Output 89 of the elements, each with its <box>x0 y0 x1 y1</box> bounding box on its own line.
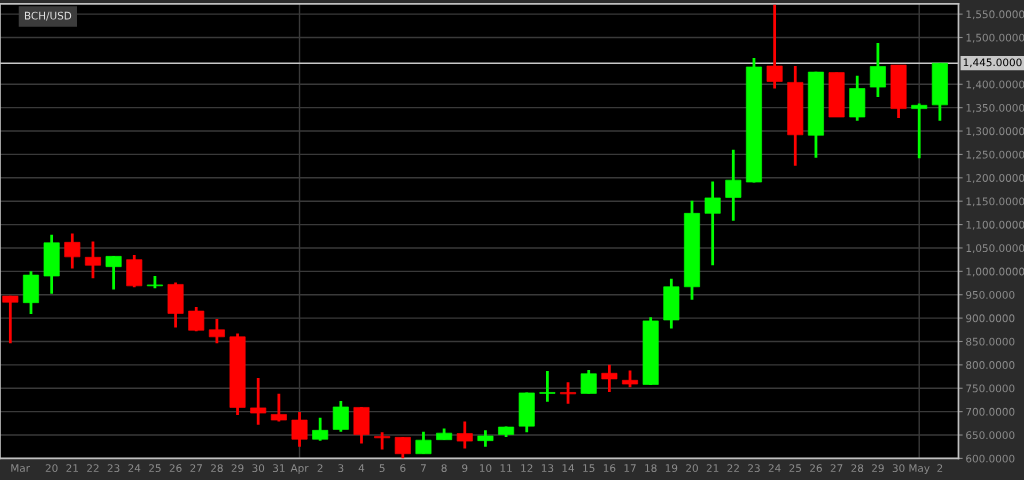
y-tick-label: 1,250.0000 <box>966 150 1024 160</box>
candlestick <box>291 410 308 449</box>
candlestick <box>84 240 101 280</box>
candlestick <box>580 368 597 395</box>
y-tick-label: 1,400.0000 <box>966 80 1024 90</box>
y-tick-label: 700.0000 <box>966 407 1015 416</box>
y-tick-label: 1,000.0000 <box>966 267 1024 277</box>
x-tick-label: 2 <box>317 464 323 472</box>
x-tick-label: 21 <box>66 464 78 472</box>
x-tick-label: 17 <box>624 464 636 472</box>
candlestick <box>869 41 886 99</box>
x-tick-label: May <box>909 464 930 475</box>
x-tick-label: 23 <box>748 464 760 473</box>
candlestick <box>64 232 81 270</box>
y-tick-label: 1,200.0000 <box>966 174 1024 183</box>
y-tick-label: 1,150.0000 <box>966 197 1024 207</box>
x-tick-label: 28 <box>211 464 223 473</box>
x-tick-label: 31 <box>273 464 285 473</box>
candlestick <box>725 148 742 223</box>
text: BCH/USD <box>24 11 72 21</box>
x-tick-label: 27 <box>830 464 843 472</box>
y-tick-label: 1,350.0000 <box>966 103 1024 113</box>
candlestick <box>188 305 205 333</box>
x-tick-label: 20 <box>686 464 698 473</box>
y-tick-label: 600.0000 <box>966 454 1015 463</box>
x-tick-label: 24 <box>128 464 141 472</box>
candlestick <box>456 420 473 450</box>
x-tick-label: 10 <box>479 464 492 473</box>
x-tick-label: 29 <box>231 464 244 473</box>
candlestick <box>539 369 556 404</box>
candlestick <box>332 399 349 434</box>
x-tick-label: 3 <box>338 464 344 473</box>
x-tick-label: 25 <box>789 464 801 473</box>
candlestick <box>911 102 928 160</box>
candlestick <box>601 363 618 394</box>
x-tick-label: 7 <box>421 464 426 472</box>
x-tick-label: 16 <box>603 464 616 473</box>
candlestick <box>2 294 19 345</box>
x-tick-label: 5 <box>379 464 385 473</box>
x-tick-label: 4 <box>358 464 365 472</box>
y-tick-label: 1,050.0000 <box>966 244 1024 254</box>
y-tick-label: 1,550.0000 <box>966 10 1024 20</box>
x-tick-label: 26 <box>810 464 822 473</box>
x-tick-label: 23 <box>107 464 120 473</box>
candlestick <box>105 254 122 291</box>
y-tick-label: 850.0000 <box>966 337 1015 346</box>
x-tick-label: 13 <box>541 464 554 473</box>
candlestick <box>560 380 577 406</box>
y-tick-label: 900.0000 <box>966 314 1015 323</box>
x-tick-label: 22 <box>727 464 739 472</box>
x-tick-label: 6 <box>400 464 406 473</box>
x-tick-label: Mar <box>11 464 30 473</box>
x-tick-label: 11 <box>500 464 512 472</box>
x-tick-label: 18 <box>645 464 657 473</box>
candlestick <box>208 317 225 345</box>
x-tick-label: 25 <box>149 464 161 473</box>
x-tick-label: 30 <box>252 464 265 473</box>
x-tick-label: 24 <box>768 464 781 472</box>
y-tick-label: 650.0000 <box>966 431 1015 440</box>
candlestick <box>250 376 267 427</box>
y-tick-label: 750.0000 <box>966 384 1015 393</box>
x-tick-label: Apr <box>290 464 309 475</box>
x-tick-label: 15 <box>583 464 595 473</box>
candlestick <box>270 392 287 423</box>
x-tick-label: 27 <box>190 464 202 472</box>
x-tick-label: 19 <box>665 464 678 473</box>
x-tick-label: 9 <box>462 464 468 473</box>
y-tick-label: 1,300.0000 <box>966 127 1024 137</box>
x-tick-label: 21 <box>706 464 719 472</box>
y-tick-label: 1,100.0000 <box>966 220 1024 230</box>
ref-line-label: 1,445.0000 <box>963 58 1022 68</box>
candlestick <box>766 3 783 90</box>
x-tick-label: 8 <box>441 464 447 473</box>
candlestick <box>312 416 329 443</box>
candlestick <box>374 430 391 451</box>
x-tick-label: 29 <box>872 464 884 473</box>
x-tick-label: 22 <box>87 464 99 472</box>
y-tick-label: 950.0000 <box>966 290 1015 299</box>
y-tick-label: 800.0000 <box>966 361 1015 369</box>
x-tick-label: 28 <box>851 464 864 473</box>
candlestick <box>704 180 721 267</box>
x-tick-label: 26 <box>169 464 182 473</box>
x-tick-label: 2 <box>937 464 943 472</box>
x-tick-label: 20 <box>45 464 58 473</box>
y-tick-label: 1,500.0000 <box>966 33 1024 43</box>
candlestick <box>415 430 432 456</box>
x-tick-label: 30 <box>892 464 905 473</box>
x-tick-label: 12 <box>521 464 533 472</box>
x-tick-label: 14 <box>562 464 575 472</box>
